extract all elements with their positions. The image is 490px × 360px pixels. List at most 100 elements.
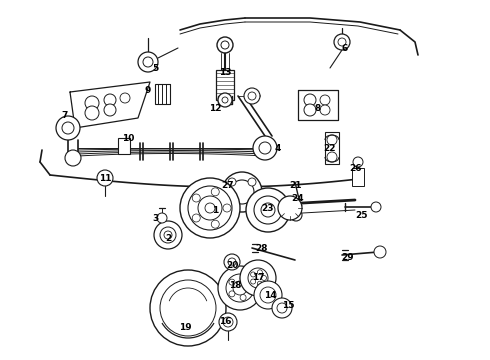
Text: 10: 10 (122, 134, 134, 143)
Text: 23: 23 (262, 203, 274, 212)
Circle shape (244, 88, 260, 104)
Circle shape (338, 38, 346, 46)
Circle shape (192, 214, 200, 222)
Circle shape (150, 270, 226, 346)
Circle shape (97, 170, 113, 186)
Circle shape (198, 196, 222, 220)
Circle shape (223, 204, 231, 212)
Circle shape (304, 104, 316, 116)
Text: 14: 14 (264, 291, 276, 300)
Text: 24: 24 (292, 194, 304, 202)
Circle shape (229, 291, 235, 297)
Bar (155, 84, 170, 104)
Circle shape (257, 281, 262, 286)
Circle shape (188, 186, 232, 230)
Circle shape (327, 152, 337, 162)
Circle shape (228, 258, 236, 266)
Circle shape (247, 285, 253, 291)
Circle shape (353, 157, 363, 167)
Circle shape (160, 227, 176, 243)
Circle shape (180, 178, 240, 238)
Circle shape (224, 254, 240, 270)
Circle shape (278, 196, 302, 220)
Circle shape (157, 213, 167, 223)
Circle shape (120, 93, 130, 103)
Circle shape (261, 203, 275, 217)
Circle shape (248, 268, 268, 288)
Circle shape (248, 178, 256, 186)
Circle shape (251, 279, 256, 284)
Circle shape (260, 287, 276, 303)
Text: 21: 21 (289, 180, 301, 189)
Text: 9: 9 (145, 86, 151, 95)
Circle shape (240, 275, 246, 282)
Text: 26: 26 (349, 163, 361, 172)
Circle shape (254, 281, 282, 309)
Circle shape (374, 246, 386, 258)
Text: 11: 11 (99, 174, 111, 183)
Circle shape (246, 188, 290, 232)
Text: 1: 1 (212, 206, 218, 215)
Circle shape (272, 298, 292, 318)
Circle shape (160, 280, 216, 336)
Text: 13: 13 (219, 68, 231, 77)
Text: 29: 29 (342, 253, 354, 262)
Circle shape (233, 281, 247, 295)
Circle shape (154, 221, 182, 249)
Circle shape (257, 270, 262, 275)
Circle shape (192, 194, 200, 202)
Circle shape (222, 172, 262, 212)
Circle shape (240, 260, 276, 296)
Text: 6: 6 (342, 44, 348, 53)
Text: 8: 8 (315, 104, 321, 113)
Circle shape (320, 95, 330, 105)
Circle shape (65, 150, 81, 166)
Text: 27: 27 (221, 180, 234, 189)
Circle shape (277, 303, 287, 313)
Circle shape (211, 220, 219, 228)
Bar (352, 168, 364, 186)
Circle shape (164, 231, 172, 239)
Text: 28: 28 (256, 243, 268, 252)
Circle shape (334, 34, 350, 50)
Circle shape (226, 274, 254, 302)
Text: 5: 5 (152, 63, 158, 72)
Circle shape (56, 116, 80, 140)
Text: 18: 18 (229, 280, 241, 289)
Text: 2: 2 (165, 234, 171, 243)
Circle shape (327, 135, 337, 145)
Circle shape (248, 198, 256, 206)
Circle shape (85, 96, 99, 110)
Circle shape (259, 142, 271, 154)
Circle shape (143, 57, 153, 67)
Circle shape (223, 317, 233, 327)
Circle shape (230, 180, 254, 204)
Circle shape (138, 52, 158, 72)
Circle shape (240, 294, 246, 301)
Circle shape (228, 178, 236, 186)
Text: 4: 4 (275, 144, 281, 153)
Circle shape (371, 202, 381, 212)
Circle shape (218, 93, 232, 107)
Circle shape (211, 188, 219, 196)
Circle shape (228, 198, 236, 206)
Circle shape (205, 203, 215, 213)
Text: 15: 15 (282, 301, 294, 310)
Circle shape (219, 313, 237, 331)
Circle shape (229, 279, 235, 285)
Text: 25: 25 (356, 211, 368, 220)
Text: 20: 20 (226, 261, 238, 270)
Circle shape (62, 122, 74, 134)
Circle shape (221, 41, 229, 49)
Circle shape (254, 196, 282, 224)
Text: 7: 7 (62, 111, 68, 120)
Circle shape (217, 37, 233, 53)
Circle shape (304, 94, 316, 106)
Bar (118, 138, 130, 154)
Text: 17: 17 (252, 274, 264, 283)
Text: 12: 12 (209, 104, 221, 113)
Bar (216, 70, 234, 100)
Circle shape (85, 106, 99, 120)
Text: 22: 22 (324, 144, 336, 153)
Bar (325, 132, 339, 164)
